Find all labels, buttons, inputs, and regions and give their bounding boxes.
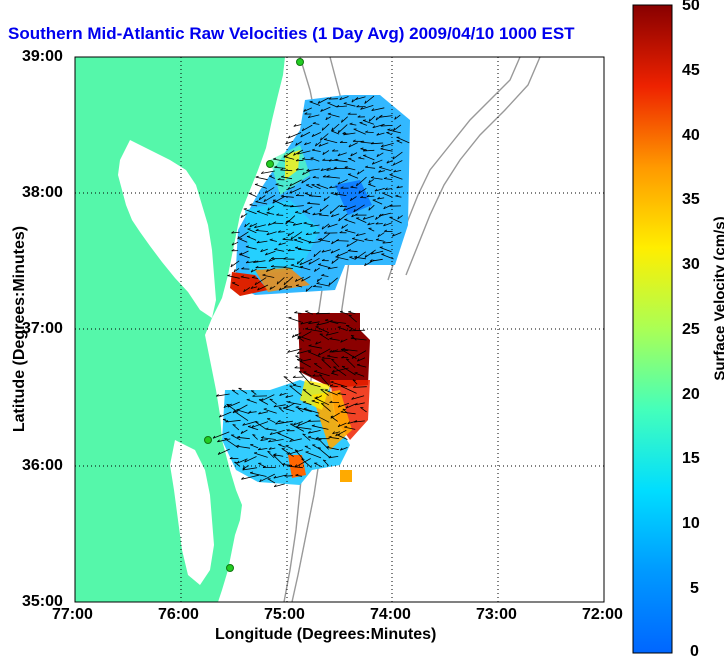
velocity-arrow-head xyxy=(303,402,306,403)
colorbar-tick: 50 xyxy=(682,0,700,15)
velocity-arrow-head xyxy=(321,389,324,390)
station-marker xyxy=(205,437,212,444)
station-marker xyxy=(227,565,234,572)
colorbar xyxy=(633,5,672,653)
x-tick-label: 74:00 xyxy=(370,606,411,624)
velocity-arrow-head xyxy=(368,184,371,185)
colorbar-tick: 5 xyxy=(690,580,699,598)
y-tick-label: 38:00 xyxy=(22,184,63,202)
velocity-arrow-head xyxy=(244,209,247,210)
station-marker xyxy=(267,161,274,168)
velocity-arrow xyxy=(293,377,303,378)
colorbar-tick: 30 xyxy=(682,256,700,274)
velocity-arrow-head xyxy=(363,120,366,121)
velocity-arrow-head xyxy=(255,184,258,185)
colorbar-tick: 45 xyxy=(682,62,700,80)
colorbar-tick: 40 xyxy=(682,127,700,145)
velocity-arrow-head xyxy=(304,211,307,212)
station-marker xyxy=(297,59,304,66)
x-tick-label: 73:00 xyxy=(476,606,517,624)
velocity-arrow-head xyxy=(303,390,306,391)
velocity-arrow xyxy=(316,313,330,314)
velocity-arrow-head xyxy=(310,101,313,102)
velocity-arrow-head xyxy=(295,335,298,336)
velocity-arrow-head xyxy=(288,317,291,318)
velocity-arrow-head xyxy=(290,386,293,387)
y-tick-label: 39:00 xyxy=(22,48,63,66)
velocity-arrow-head xyxy=(298,237,301,238)
velocity-arrow-head xyxy=(390,174,393,175)
velocity-arrow-head xyxy=(317,184,320,185)
velocity-arrow-head xyxy=(340,311,343,312)
velocity-arrow xyxy=(313,178,319,179)
colorbar-tick: 35 xyxy=(682,191,700,209)
colorbar-label: Surface Velocity (cm/s) xyxy=(712,189,724,409)
x-tick-label: 75:00 xyxy=(264,606,305,624)
x-axis-label: Longitude (Degrees:Minutes) xyxy=(215,626,436,644)
colorbar-tick: 0 xyxy=(690,643,699,661)
velocity-arrow-head xyxy=(257,211,260,212)
colorbar-tick: 15 xyxy=(682,450,700,468)
velocity-arrow xyxy=(336,241,348,242)
velocity-arrow-head xyxy=(254,453,257,454)
velocity-arrow-head xyxy=(284,377,287,378)
y-axis-label: Latitude (Degrees:Minutes) xyxy=(11,219,29,439)
velocity-arrow xyxy=(278,422,284,423)
x-tick-label: 77:00 xyxy=(52,606,93,624)
colorbar-tick: 20 xyxy=(682,386,700,404)
x-tick-label: 76:00 xyxy=(158,606,199,624)
velocity-arrow-head xyxy=(247,399,250,400)
y-tick-label: 36:00 xyxy=(22,457,63,475)
colorbar-tick: 25 xyxy=(682,321,700,339)
x-tick-label: 72:00 xyxy=(582,606,623,624)
velocity-arrow-head xyxy=(344,219,347,220)
colorbar-tick: 10 xyxy=(682,515,700,533)
